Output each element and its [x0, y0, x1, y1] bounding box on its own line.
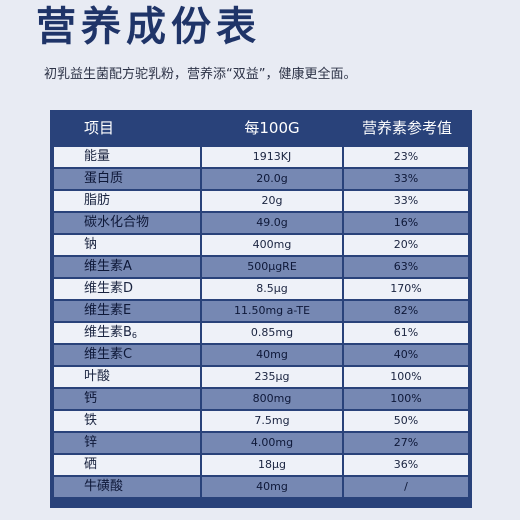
nutrient-name: 牛磺酸 [54, 477, 200, 497]
per-100g-value: 400mg [202, 235, 342, 255]
nutrient-name-text: 牛磺酸 [84, 479, 124, 494]
nrv-percent: 27% [344, 433, 468, 453]
nutrient-name: 碳水化合物 [54, 213, 200, 233]
table-row: 碳水化合物 49.0g 16% [50, 212, 472, 234]
nutrient-name-text: 维生素D [84, 281, 134, 296]
nutrient-name: 蛋白质 [54, 169, 200, 189]
table-row: 铁 7.5mg 50% [50, 410, 472, 432]
nutrient-name-text: 碳水化合物 [84, 215, 150, 230]
table-row: 钙 800mg 100% [50, 388, 472, 410]
table-row: 维生素A 500μgRE 63% [50, 256, 472, 278]
table-row: 钠 400mg 20% [50, 234, 472, 256]
nutrient-name-text: 钠 [84, 237, 98, 252]
table-row: 蛋白质 20.0g 33% [50, 168, 472, 190]
nutrient-name-text: 维生素C [84, 347, 133, 362]
nrv-percent: 170% [344, 279, 468, 299]
nutrient-name: 维生素C [54, 345, 200, 365]
table-row: 脂肪 20g 33% [50, 190, 472, 212]
nutrient-name: 维生素E [54, 301, 200, 321]
per-100g-value: 800mg [202, 389, 342, 409]
per-100g-value: 235μg [202, 367, 342, 387]
nutrient-name: 叶酸 [54, 367, 200, 387]
nutrient-name-subscript: 6 [131, 331, 138, 340]
nutrient-name: 硒 [54, 455, 200, 475]
nrv-percent: 40% [344, 345, 468, 365]
nutrient-name: 钙 [54, 389, 200, 409]
nutrient-name-text: 维生素A [84, 259, 132, 274]
nutrient-name-text: 维生素E [84, 303, 132, 318]
nrv-percent: / [344, 477, 468, 497]
nrv-percent: 33% [344, 191, 468, 211]
table-row: 锌 4.00mg 27% [50, 432, 472, 454]
nutrient-name: 维生素D [54, 279, 200, 299]
nutrient-name-text: 铁 [84, 413, 98, 428]
nrv-percent: 16% [344, 213, 468, 233]
nutrient-name: 维生素A [54, 257, 200, 277]
nrv-percent: 23% [344, 147, 468, 167]
nutrient-name-text: 脂肪 [84, 193, 111, 208]
nutrient-name-text: 锌 [84, 435, 98, 450]
per-100g-value: 1913KJ [202, 147, 342, 167]
nutrient-name: 锌 [54, 433, 200, 453]
nutrient-name-text: 能量 [84, 149, 111, 164]
per-100g-value: 7.5mg [202, 411, 342, 431]
nutrition-table: 项目 每100G 营养素参考值 能量 1913KJ 23% 蛋白质 20.0g 33% 脂肪… [50, 110, 472, 508]
nutrient-name-text: 蛋白质 [84, 171, 124, 186]
nrv-percent: 50% [344, 411, 468, 431]
table-row: 维生素D 8.5μg 170% [50, 278, 472, 300]
header-nrv: 营养素参考值 [361, 119, 452, 137]
table-row: 维生素E 11.50mg a-TE 82% [50, 300, 472, 322]
nrv-percent: 36% [344, 455, 468, 475]
table-row: 叶酸 235μg 100% [50, 366, 472, 388]
nutrient-name-text: 硒 [84, 457, 98, 472]
table-row: 能量 1913KJ 23% [50, 146, 472, 168]
header-item: 项目 [84, 119, 115, 137]
page-title: 营养成份表 [36, 4, 261, 50]
table-row: 牛磺酸 40mg / [50, 476, 472, 498]
per-100g-value: 4.00mg [202, 433, 342, 453]
per-100g-value: 18μg [202, 455, 342, 475]
nutrient-name: 维生素B6 [54, 323, 200, 343]
table-row: 硒 18μg 36% [50, 454, 472, 476]
nutrient-name: 脂肪 [54, 191, 200, 211]
nrv-percent: 82% [344, 301, 468, 321]
nutrient-name-text: 维生素B [84, 325, 132, 340]
product-description: 初乳益生菌配方驼乳粉，营养添“双益”，健康更全面。 [44, 67, 357, 82]
nrv-percent: 63% [344, 257, 468, 277]
per-100g-value: 40mg [202, 477, 342, 497]
per-100g-value: 20g [202, 191, 342, 211]
per-100g-value: 8.5μg [202, 279, 342, 299]
per-100g-value: 0.85mg [202, 323, 342, 343]
per-100g-value: 40mg [202, 345, 342, 365]
table-row: 维生素B6 0.85mg 61% [50, 322, 472, 344]
nrv-percent: 100% [344, 367, 468, 387]
nrv-percent: 20% [344, 235, 468, 255]
nutrient-name-text: 钙 [84, 391, 98, 406]
nrv-percent: 100% [344, 389, 468, 409]
per-100g-value: 49.0g [202, 213, 342, 233]
nrv-percent: 61% [344, 323, 468, 343]
nrv-percent: 33% [344, 169, 468, 189]
table-body: 能量 1913KJ 23% 蛋白质 20.0g 33% 脂肪 20g 33% 碳水化合物 49.0g… [50, 146, 472, 498]
per-100g-value: 20.0g [202, 169, 342, 189]
nutrient-name: 铁 [54, 411, 200, 431]
table-header: 项目 每100G 营养素参考值 [50, 110, 472, 146]
nutrient-name: 能量 [54, 147, 200, 167]
header-per-100g: 每100G [244, 119, 300, 137]
per-100g-value: 11.50mg a-TE [202, 301, 342, 321]
per-100g-value: 500μgRE [202, 257, 342, 277]
table-row: 维生素C 40mg 40% [50, 344, 472, 366]
nutrient-name-text: 叶酸 [84, 369, 111, 384]
nutrient-name: 钠 [54, 235, 200, 255]
